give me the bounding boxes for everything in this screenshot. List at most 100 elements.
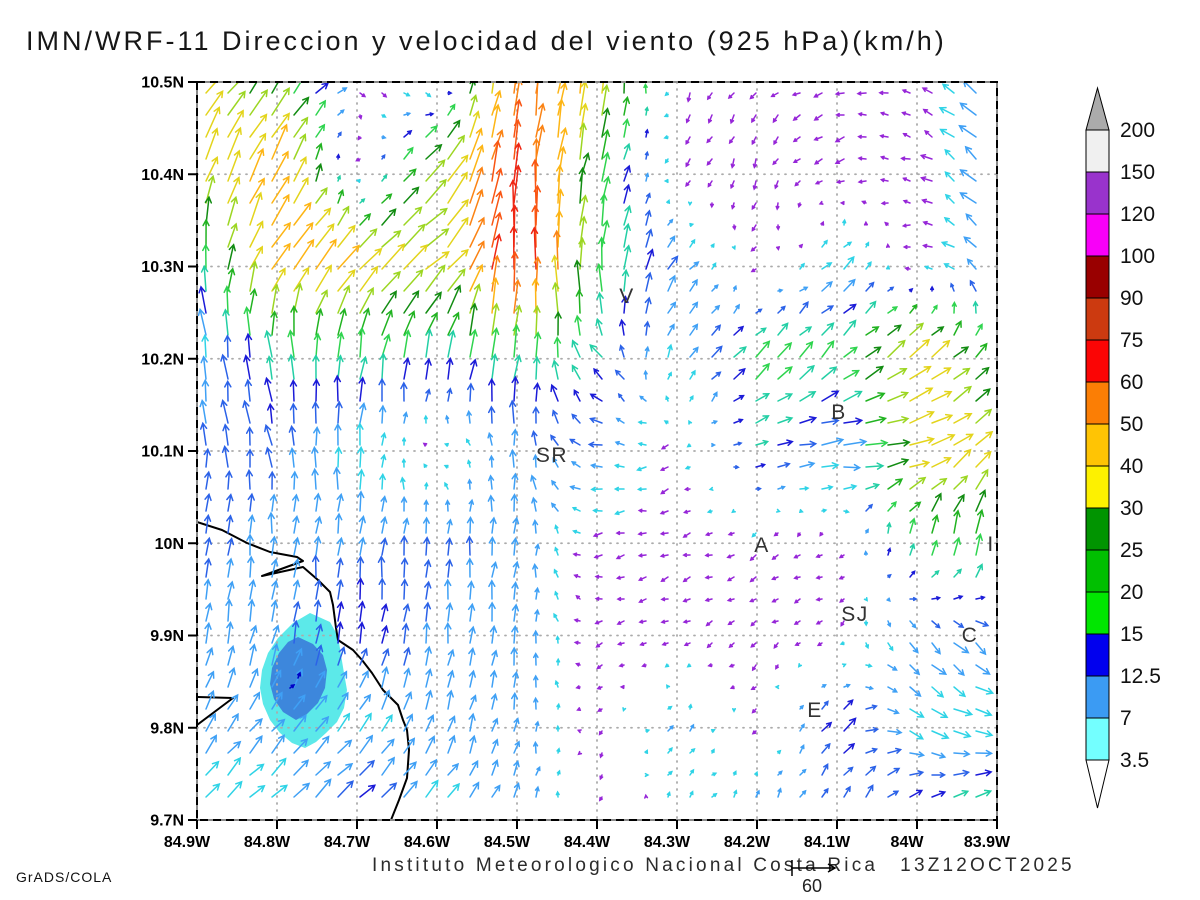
colorbar-band xyxy=(1085,423,1110,467)
wind-arrow xyxy=(556,657,561,666)
wind-arrow xyxy=(469,240,485,270)
wind-arrow xyxy=(381,713,393,732)
wind-arrow xyxy=(488,377,496,402)
wind-arrow xyxy=(469,127,483,160)
wind-arrow xyxy=(381,92,388,98)
wind-arrow xyxy=(466,557,474,578)
wind-arrow xyxy=(589,343,603,358)
wind-arrow xyxy=(799,390,817,402)
wind-arrow xyxy=(314,515,323,534)
wind-arrow xyxy=(644,209,652,226)
wind-arrow xyxy=(710,243,715,248)
wind-arrow xyxy=(931,620,941,629)
wind-arrow xyxy=(512,516,520,534)
wind-arrow xyxy=(357,468,365,490)
wind-arrow xyxy=(424,558,432,578)
wind-arrow xyxy=(336,578,344,600)
wind-arrow xyxy=(931,326,945,336)
wind-arrow xyxy=(551,409,559,424)
wind-arrow xyxy=(799,704,805,710)
wind-arrow xyxy=(601,175,611,204)
wind-arrow xyxy=(359,213,372,226)
wind-arrow xyxy=(773,136,779,146)
wind-arrow xyxy=(534,608,540,622)
wind-arrow xyxy=(645,271,653,292)
wind-arrow xyxy=(843,241,853,248)
wind-arrow xyxy=(403,761,417,776)
wind-arrow xyxy=(447,90,453,96)
wind-arrow xyxy=(731,508,736,514)
wind-arrow xyxy=(975,430,994,446)
wind-arrow xyxy=(659,510,669,515)
wind-arrow xyxy=(622,707,627,712)
wind-arrow xyxy=(799,301,809,314)
caption: Instituto Meteorologico Nacional Costa R… xyxy=(372,855,1075,877)
wind-arrow xyxy=(615,554,625,560)
wind-arrow xyxy=(357,445,365,468)
map-label: SJ xyxy=(841,603,869,626)
wind-arrow xyxy=(271,112,291,138)
wind-arrow xyxy=(533,331,542,358)
wind-arrow xyxy=(950,282,955,292)
wind-arrow xyxy=(711,772,718,777)
wind-arrow xyxy=(401,622,410,644)
wind-arrow xyxy=(751,708,757,714)
wind-arrow xyxy=(704,597,713,602)
wind-arrow xyxy=(575,662,581,667)
wind-arrow xyxy=(843,255,855,270)
wind-arrow xyxy=(637,442,647,447)
wind-arrow xyxy=(733,367,746,380)
wind-arrow xyxy=(403,691,413,710)
wind-arrow xyxy=(792,136,801,143)
wind-arrow xyxy=(335,400,343,424)
wind-arrow xyxy=(941,83,955,94)
wind-arrow xyxy=(490,560,498,578)
wind-arrow xyxy=(843,463,862,472)
axis-ticks xyxy=(188,81,998,829)
y-axis-label: 10N xyxy=(155,536,184,553)
wind-arrow xyxy=(799,789,807,798)
wind-arrow xyxy=(793,598,801,604)
wind-arrow xyxy=(843,699,854,710)
wind-arrow xyxy=(271,242,291,270)
wind-arrow xyxy=(271,283,280,314)
wind-arrow xyxy=(423,536,431,556)
wind-arrow xyxy=(447,119,461,138)
wind-arrow xyxy=(491,139,501,182)
wind-arrow xyxy=(594,620,603,625)
wind-arrow xyxy=(533,382,541,402)
wind-arrow xyxy=(334,446,343,468)
wind-arrow xyxy=(226,557,234,578)
wind-arrow xyxy=(571,413,581,424)
wind-arrow xyxy=(315,264,332,292)
wind-arrow xyxy=(403,129,413,138)
wind-arrow xyxy=(337,131,342,138)
wind-arrow xyxy=(315,623,323,644)
wind-arrow xyxy=(381,689,391,710)
wind-arrow xyxy=(227,267,236,292)
wind-arrow xyxy=(975,563,984,578)
wind-arrow xyxy=(821,239,828,248)
wind-arrow xyxy=(771,619,779,624)
wind-arrow xyxy=(751,532,757,538)
y-axis-label: 10.5N xyxy=(141,75,184,92)
wind-arrow xyxy=(447,171,468,204)
wind-arrow xyxy=(578,236,586,270)
wind-arrow xyxy=(865,765,877,776)
wind-arrow xyxy=(637,420,647,425)
wind-arrow xyxy=(751,202,757,211)
wind-arrow xyxy=(447,198,469,226)
wind-arrow xyxy=(550,383,559,402)
wind-arrow xyxy=(531,204,539,248)
wind-arrow xyxy=(443,442,449,447)
map-label: C xyxy=(962,624,979,647)
x-axis-labels: 84.9W 84.8W 84.7W 84.6W 84.5W 84.4W 84.3W 84.2W… xyxy=(164,834,1011,851)
wind-arrow xyxy=(733,303,740,314)
wind-arrow xyxy=(425,735,436,754)
colorbar-band xyxy=(1085,675,1110,719)
wind-arrow xyxy=(667,301,677,314)
wind-arrow xyxy=(598,730,603,736)
colorbar-band xyxy=(1085,549,1110,593)
wind-arrow xyxy=(909,338,931,358)
wind-arrow xyxy=(513,782,521,798)
